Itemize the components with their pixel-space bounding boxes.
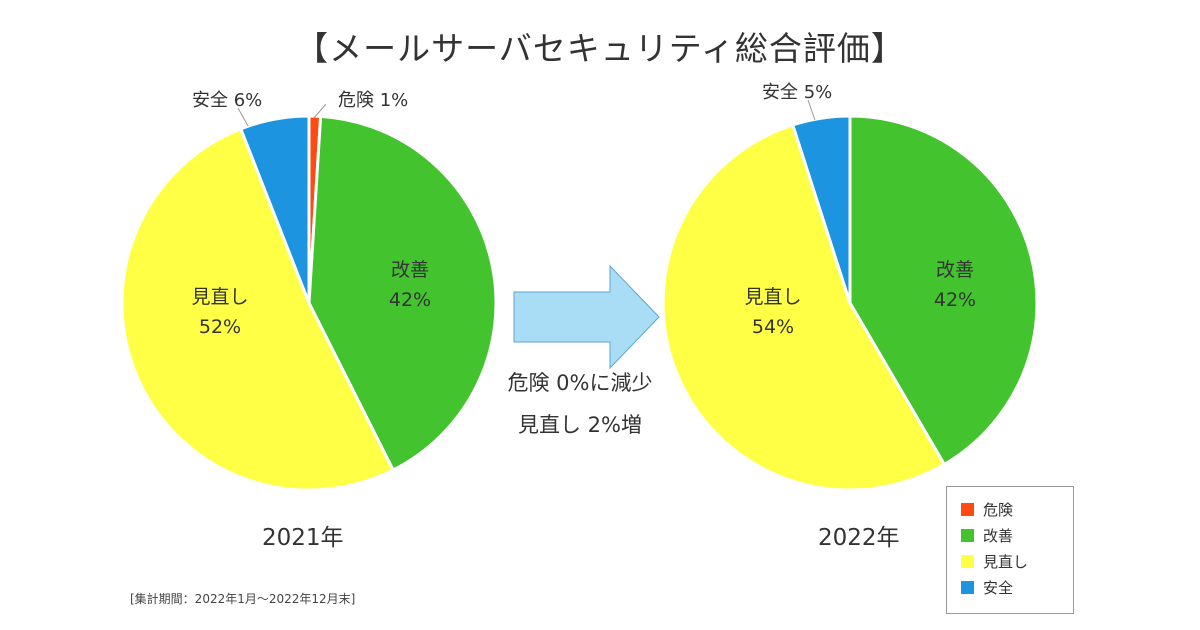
pie-slice-1-0: [848, 114, 1039, 467]
leader-line: [313, 103, 327, 119]
change-review-text: 見直し 2%増: [518, 413, 642, 437]
legend: 危険 改善 見直し 安全: [946, 486, 1074, 614]
pie-slice-0-1: [307, 114, 498, 473]
leader-line: [237, 107, 249, 127]
year-label-2022: 2022年: [818, 525, 900, 551]
pie-chart-2021: 危険 1% 改善 42% 見直し 52% 安全 6%: [120, 90, 498, 492]
aggregation-period: [集計期間：2022年1月～2022年12月末]: [130, 592, 356, 606]
legend-label: 見直し: [983, 552, 1029, 571]
slice-outer-label: 安全 6%: [192, 90, 262, 111]
slice-category-label: 改善: [391, 259, 429, 281]
pie-slice-0-2: [120, 126, 396, 492]
legend-item-improve: 改善: [961, 525, 1013, 545]
slice-value-label: 54%: [752, 316, 794, 338]
slice-value-label: 42%: [389, 289, 431, 311]
slice-value-label: 52%: [199, 316, 241, 338]
year-label-2021: 2021年: [262, 525, 344, 551]
legend-item-review: 見直し: [961, 551, 1028, 571]
legend-item-danger: 危険: [961, 499, 1013, 519]
change-summary: 危険 0%に減少 見直し 2%増: [470, 362, 690, 446]
legend-label: 改善: [983, 526, 1014, 545]
legend-swatch-review: [961, 554, 974, 568]
legend-swatch-safe: [961, 580, 974, 594]
slice-outer-label: 危険 1%: [338, 90, 408, 111]
chart-title: 【メールサーバセキュリティ総合評価】: [295, 29, 905, 68]
slice-category-label: 改善: [936, 259, 974, 281]
change-danger-text: 危険 0%に減少: [507, 371, 653, 395]
legend-label: 危険: [983, 500, 1014, 519]
slice-category-label: 見直し: [744, 286, 801, 308]
pie-slice-0-3: [238, 114, 311, 304]
pie-slice-1-2: [790, 114, 852, 304]
pie-chart-2022: 改善 42% 見直し 54% 安全 5%: [661, 82, 1039, 492]
slice-outer-label: 安全 5%: [762, 82, 832, 103]
right-arrow-icon: [513, 264, 660, 370]
pie-slice-1-1: [661, 123, 947, 492]
legend-swatch-improve: [961, 528, 974, 542]
slice-value-label: 42%: [934, 289, 976, 311]
slice-category-label: 見直し: [191, 286, 248, 308]
leader-line: [807, 99, 816, 121]
legend-item-safe: 安全: [961, 577, 1013, 597]
legend-swatch-danger: [961, 502, 974, 516]
legend-label: 安全: [983, 578, 1014, 597]
